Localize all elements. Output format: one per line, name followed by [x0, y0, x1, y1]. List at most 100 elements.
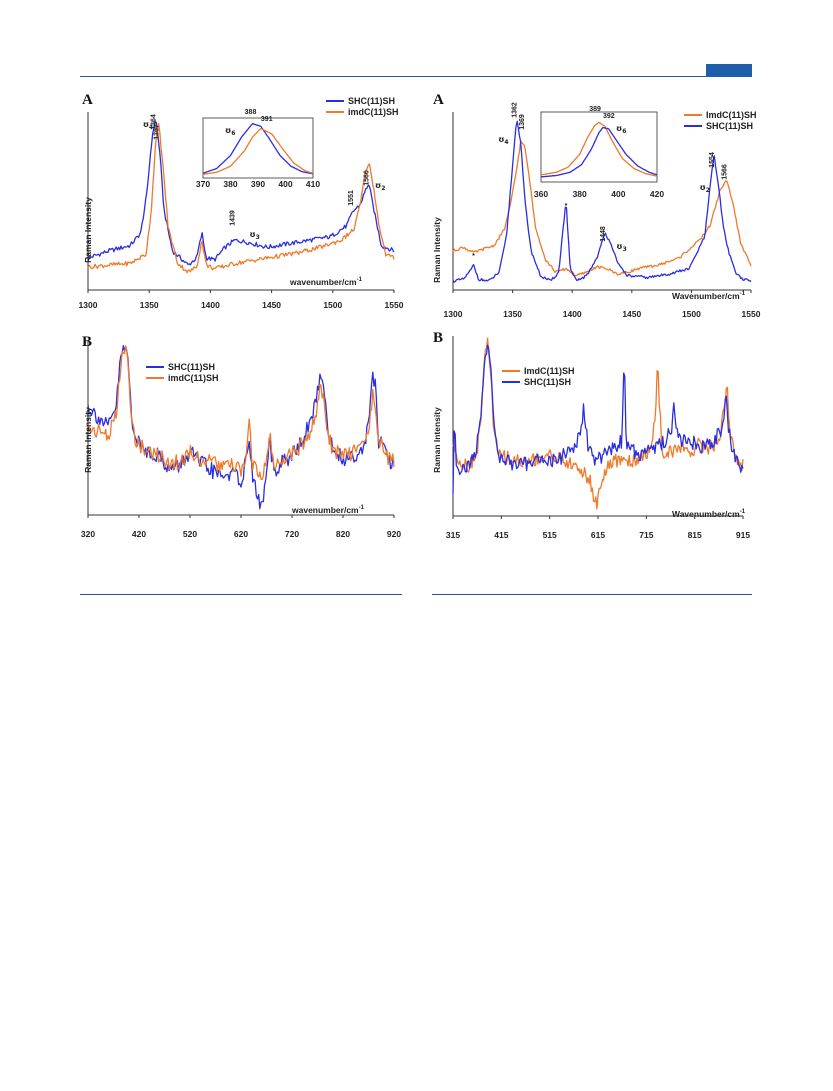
chart-left-A: 1300 1350 1400 1450 1500 1550 wavenumber/cm-1 R… — [79, 96, 404, 310]
peak-label: 1439 — [230, 210, 237, 226]
inset-tick-label: 390 — [251, 179, 265, 189]
peak-label: 1362 — [512, 102, 519, 118]
legend-label: SHC(11)SH — [524, 377, 571, 387]
x-tick-label: 320 — [81, 529, 95, 539]
legend-label: SHC(11)SH — [168, 362, 215, 372]
peak-label: 1566 — [721, 164, 728, 180]
x-tick-label: 820 — [336, 529, 350, 539]
mode-sub: 6 — [622, 128, 626, 135]
x-axis-title: Wavenumber/cm-1 — [672, 291, 746, 301]
peak-label: 1554 — [709, 152, 716, 168]
y-axis-title: Raman Intensity — [83, 407, 93, 473]
mode-label: ʊ4 — [143, 120, 153, 131]
series-line-SHC(11)SH — [452, 344, 744, 494]
series-line-ImdC(11)SH — [452, 337, 744, 510]
x-tick-label: 1500 — [323, 300, 342, 310]
x-tick-label: 1350 — [503, 309, 522, 319]
asterisk-label: * — [472, 253, 475, 260]
x-tick-label: 715 — [639, 530, 653, 540]
inset-tick-label: 400 — [278, 179, 292, 189]
mode-label: ʊ3 — [616, 242, 626, 253]
header-rule — [80, 76, 752, 77]
inset-tick-label: 410 — [306, 179, 320, 189]
inset-mode-label: ʊ6 — [225, 126, 235, 137]
inset-tick-label: 400 — [611, 189, 625, 199]
x-axis-title: Wavenumber/cm-1 — [672, 509, 746, 519]
legend-label: SHC(11)SH — [706, 121, 753, 131]
chart-left-B: 320 420 520 620 720 820 920 wavenumber/cm-1 Rama… — [81, 340, 401, 539]
x-axis-title: wavenumber/cm-1 — [291, 505, 365, 515]
peak-label: 1551 — [348, 190, 355, 206]
x-tick-label: 1350 — [140, 300, 159, 310]
series-line-ImdC(11)SH — [452, 140, 752, 277]
peak-label: 1566 — [364, 170, 371, 186]
asterisk-label: * — [565, 203, 568, 210]
y-axis-title: Raman Intensity — [432, 217, 442, 283]
x-tick-label: 315 — [446, 530, 460, 540]
series-line-imdC(11)SH — [87, 122, 395, 274]
series-line-SHC(11)SH — [87, 120, 395, 266]
x-tick-label: 815 — [688, 530, 702, 540]
x-tick-label: 1550 — [742, 309, 761, 319]
x-tick-label: 1300 — [79, 300, 98, 310]
inset-peak-label: 391 — [261, 116, 273, 123]
inset-tick-label: 370 — [196, 179, 210, 189]
inset-tick-label: 380 — [223, 179, 237, 189]
inset-series-SHC(11)SH — [540, 126, 658, 178]
mode-sub: 6 — [231, 130, 235, 137]
mode-sub: 3 — [623, 246, 627, 253]
legend-label: ImdC(11)SH — [706, 110, 757, 120]
x-tick-label: 615 — [591, 530, 605, 540]
x-tick-label: 520 — [183, 529, 197, 539]
x-axis-title-sup: -1 — [359, 505, 365, 511]
inset-peak-label: 392 — [603, 113, 615, 120]
inset-series-ImdC(11)SH — [540, 121, 658, 177]
mode-sub: 4 — [149, 124, 153, 131]
legend-label: imdC(11)SH — [168, 373, 219, 383]
mode-label: ʊ2 — [375, 181, 385, 192]
inset-series-imdC(11)SH — [202, 127, 314, 176]
mode-sub: 3 — [256, 234, 260, 241]
x-tick-label: 1500 — [682, 309, 701, 319]
footer-rule-right — [432, 594, 752, 595]
mode-label: ʊ3 — [249, 230, 259, 241]
x-tick-label: 1300 — [444, 309, 463, 319]
panel-letter-right-a: A — [433, 92, 444, 108]
chart-right-B: 315 415 515 615 715 815 915 Wavenumber/cm-1 Rama… — [432, 336, 750, 540]
mode-label: ʊ2 — [700, 183, 710, 194]
chart-right-A: 1300 1350 1400 1450 1500 1550 Wavenumber/cm-1 R… — [432, 102, 761, 319]
legend-label: imdC(11)SH — [348, 107, 399, 117]
mode-label: ʊ4 — [498, 135, 508, 146]
panel-letter-left-b: B — [82, 334, 92, 350]
mode-sub: 2 — [706, 187, 710, 194]
inset-tick-label: 360 — [534, 189, 548, 199]
mode-sub: 2 — [381, 185, 385, 192]
x-tick-label: 1450 — [262, 300, 281, 310]
x-tick-label: 1450 — [622, 309, 641, 319]
header-tab — [706, 64, 752, 77]
inset-series-SHC(11)SH — [202, 122, 314, 175]
footer-rule-left — [80, 594, 402, 595]
x-tick-label: 1400 — [201, 300, 220, 310]
legend-label: SHC(11)SH — [348, 96, 395, 106]
inset-peak-label: 389 — [589, 106, 601, 113]
series-line-imdC(11)SH — [87, 346, 395, 481]
x-axis-title: wavenumber/cm-1 — [289, 277, 363, 287]
y-axis-title: Raman Intensity — [83, 197, 93, 263]
x-axis-title-sup: -1 — [740, 291, 746, 297]
peak-label: 1367 — [154, 124, 161, 140]
x-axis-title-sup: -1 — [357, 277, 363, 283]
series-line-SHC(11)SH — [452, 120, 752, 283]
inset-left-A: 370 380 390 400 410 388 391 ʊ6 — [196, 109, 320, 189]
peak-label: 1369 — [519, 114, 526, 130]
y-axis-title: Raman Intensity — [432, 407, 442, 473]
x-tick-label: 420 — [132, 529, 146, 539]
x-tick-label: 1400 — [563, 309, 582, 319]
x-tick-label: 720 — [285, 529, 299, 539]
x-tick-label: 920 — [387, 529, 401, 539]
inset-mode-label: ʊ6 — [616, 124, 626, 135]
inset-tick-label: 380 — [573, 189, 587, 199]
legend-label: ImdC(11)SH — [524, 366, 575, 376]
